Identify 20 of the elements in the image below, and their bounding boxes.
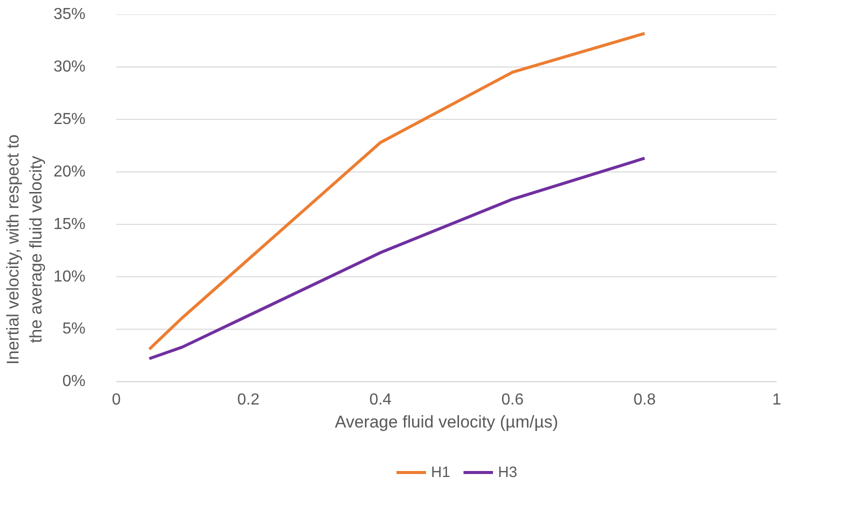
x-tick-label: 0.2	[237, 392, 260, 409]
y-tick-label: 10%	[53, 268, 86, 286]
x-tick-label: 0.8	[633, 392, 656, 409]
x-tick-label: 0.6	[501, 392, 524, 409]
legend-label: H1	[431, 464, 451, 480]
x-tick-label: 0	[112, 392, 121, 409]
y-tick-label: 30%	[53, 58, 86, 76]
x-axis-title: Average fluid velocity (µm/µs)	[334, 412, 558, 432]
y-tick-label: 25%	[53, 110, 86, 128]
line-series	[148, 156, 646, 360]
y-tick-label: 5%	[62, 320, 86, 338]
y-tick-label: 35%	[53, 6, 86, 23]
x-tick-label: 0.4	[369, 392, 392, 409]
y-axis-title: Inertial velocity, with respect to the average fluid velocity	[4, 134, 46, 365]
line-series	[148, 32, 646, 351]
x-tick-label: 1	[772, 392, 782, 409]
y-tick-label: 20%	[53, 163, 86, 180]
y-tick-label: 15%	[53, 216, 86, 233]
legend-label: H3	[498, 464, 518, 480]
y-tick-label: 0%	[62, 373, 86, 390]
